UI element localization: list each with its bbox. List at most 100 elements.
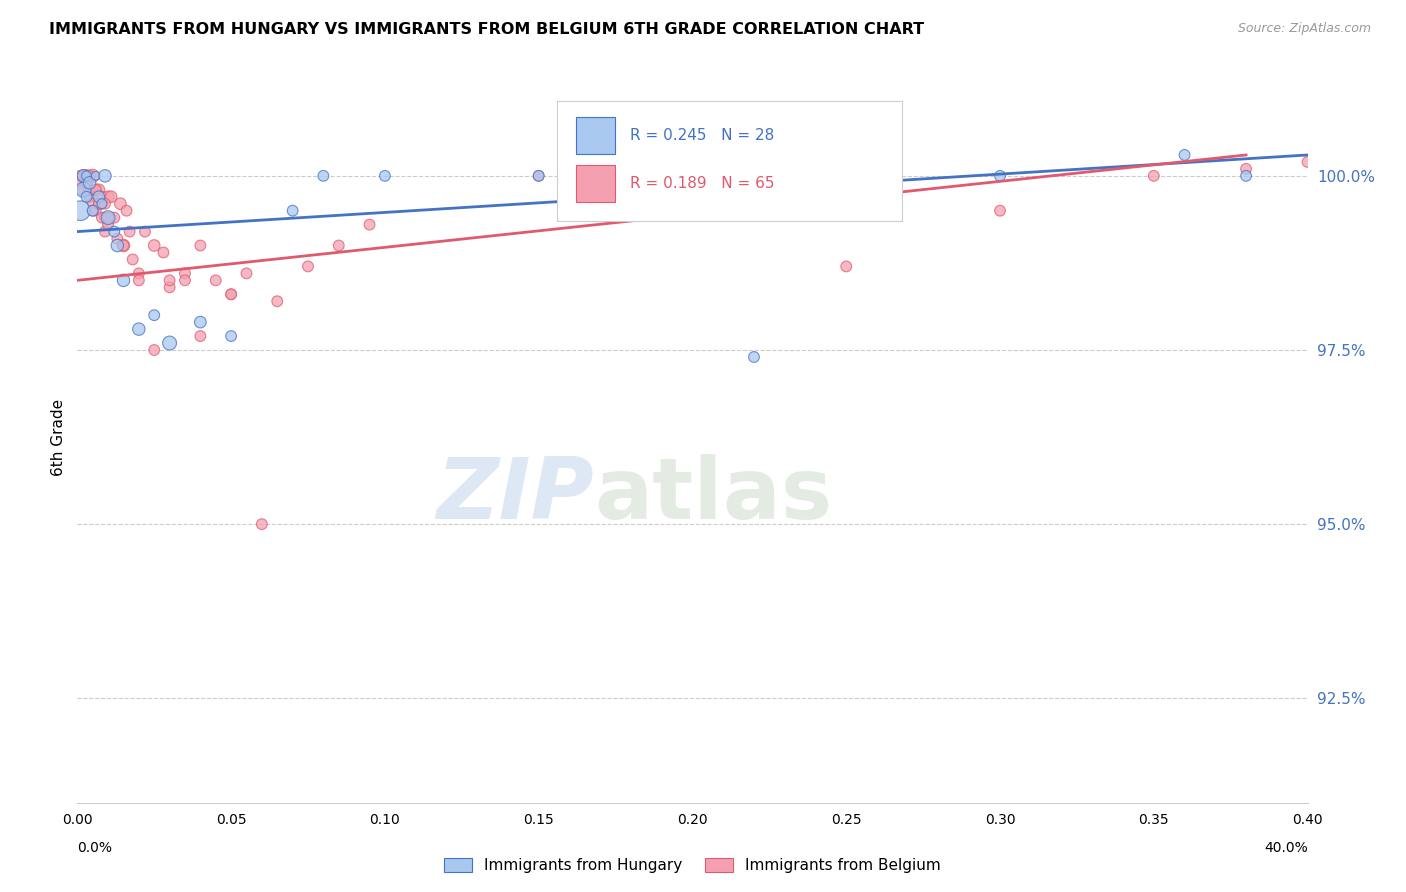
Point — [94, 225, 117, 239]
Point — [84, 203, 107, 218]
Y-axis label: 6th Grade: 6th Grade — [51, 399, 66, 475]
Point — [76, 169, 98, 183]
Point — [152, 245, 174, 260]
Point — [105, 231, 128, 245]
Point — [110, 196, 132, 211]
Point — [159, 336, 181, 351]
Point — [79, 176, 101, 190]
Point — [359, 218, 381, 232]
Point — [143, 308, 166, 322]
Point — [1143, 169, 1166, 183]
Bar — [575, 165, 614, 202]
Point — [235, 266, 257, 280]
Point — [97, 211, 120, 225]
Text: R = 0.189   N = 65: R = 0.189 N = 65 — [630, 176, 775, 191]
Point — [69, 169, 91, 183]
Point — [682, 169, 704, 183]
Point — [174, 266, 197, 280]
Point — [90, 211, 114, 225]
Point — [82, 196, 104, 211]
Point — [312, 169, 335, 183]
Point — [69, 203, 91, 218]
Point — [188, 315, 212, 329]
Point — [328, 238, 350, 252]
Point — [84, 169, 107, 183]
Point — [159, 273, 181, 287]
Point — [988, 169, 1011, 183]
Point — [988, 203, 1011, 218]
Point — [204, 273, 226, 287]
Point — [281, 203, 304, 218]
Point — [90, 190, 114, 204]
Point — [188, 238, 212, 252]
Point — [79, 169, 101, 183]
Point — [97, 218, 120, 232]
Point — [76, 176, 98, 190]
Point — [128, 266, 150, 280]
Point — [72, 183, 94, 197]
Point — [374, 169, 396, 183]
Text: atlas: atlas — [595, 454, 832, 537]
Text: Source: ZipAtlas.com: Source: ZipAtlas.com — [1237, 22, 1371, 36]
Point — [112, 273, 135, 287]
Point — [121, 252, 143, 267]
Point — [84, 183, 107, 197]
Text: 0.0%: 0.0% — [77, 841, 112, 855]
Point — [188, 329, 212, 343]
Point — [103, 211, 125, 225]
Point — [1234, 161, 1257, 176]
Point — [79, 190, 101, 204]
Point — [72, 169, 94, 183]
Point — [76, 190, 98, 204]
Point — [1296, 155, 1319, 169]
Text: R = 0.245   N = 28: R = 0.245 N = 28 — [630, 128, 773, 144]
Point — [266, 294, 288, 309]
Point — [82, 203, 104, 218]
Point — [94, 211, 117, 225]
Point — [87, 196, 110, 211]
Point — [143, 238, 166, 252]
Point — [94, 169, 117, 183]
Point — [76, 169, 98, 183]
Point — [82, 203, 104, 218]
Point — [112, 238, 135, 252]
Point — [219, 329, 242, 343]
Point — [112, 238, 135, 252]
Point — [94, 196, 117, 211]
Point — [72, 183, 94, 197]
Point — [87, 196, 110, 211]
Point — [79, 183, 101, 197]
Point — [128, 273, 150, 287]
Point — [742, 350, 765, 364]
Point — [250, 517, 273, 532]
Point — [115, 203, 138, 218]
Point — [103, 225, 125, 239]
Point — [1174, 148, 1197, 162]
Point — [84, 183, 107, 197]
Point — [219, 287, 242, 301]
Point — [118, 225, 141, 239]
Point — [105, 238, 128, 252]
Legend: Immigrants from Hungary, Immigrants from Belgium: Immigrants from Hungary, Immigrants from… — [439, 852, 946, 880]
Point — [219, 287, 242, 301]
Point — [97, 190, 120, 204]
Text: IMMIGRANTS FROM HUNGARY VS IMMIGRANTS FROM BELGIUM 6TH GRADE CORRELATION CHART: IMMIGRANTS FROM HUNGARY VS IMMIGRANTS FR… — [49, 22, 924, 37]
Point — [69, 176, 91, 190]
Point — [527, 169, 550, 183]
Point — [100, 190, 122, 204]
Point — [297, 260, 319, 274]
Text: ZIP: ZIP — [436, 454, 595, 537]
Point — [72, 169, 94, 183]
Point — [128, 322, 150, 336]
Bar — [575, 118, 614, 154]
Point — [527, 169, 550, 183]
Point — [143, 343, 166, 357]
Point — [87, 183, 110, 197]
Point — [174, 273, 197, 287]
Point — [90, 196, 114, 211]
Point — [835, 260, 858, 274]
Point — [134, 225, 156, 239]
FancyBboxPatch shape — [557, 101, 901, 221]
Point — [90, 196, 114, 211]
Point — [97, 211, 120, 225]
